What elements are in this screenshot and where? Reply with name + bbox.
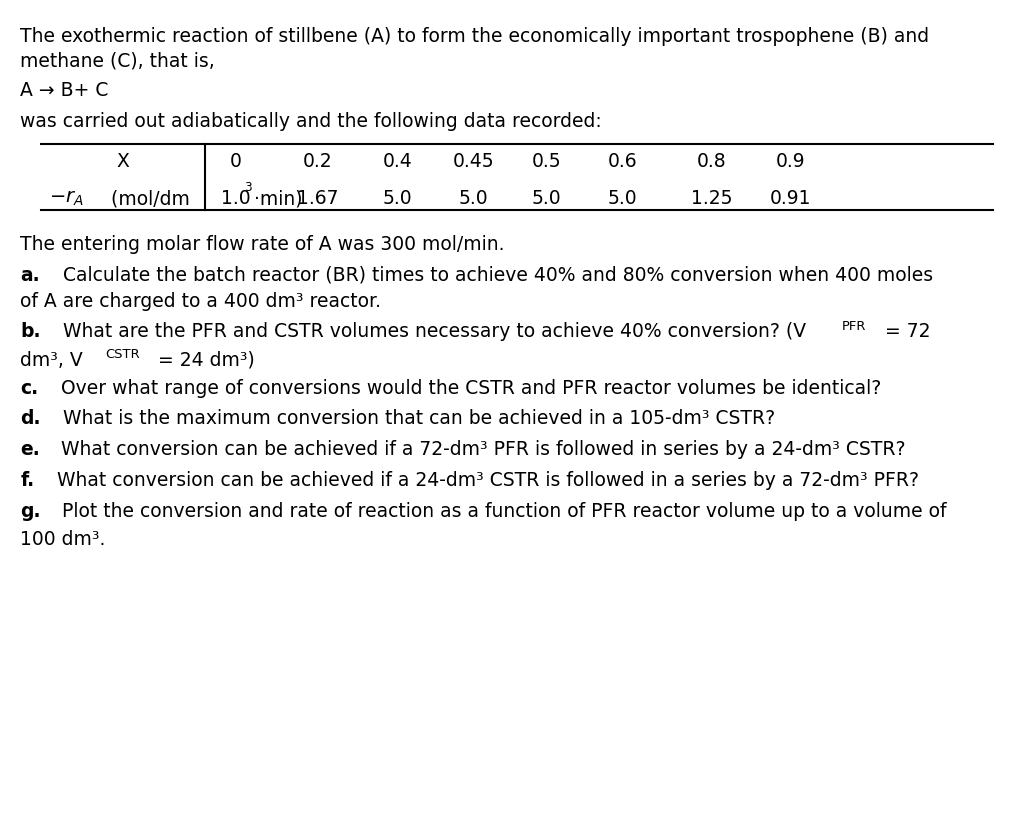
Text: 0.9: 0.9 — [776, 153, 805, 171]
Text: 3: 3 — [244, 181, 252, 195]
Text: (mol/dm: (mol/dm — [105, 190, 190, 208]
Text: 5.0: 5.0 — [532, 190, 561, 208]
Text: b.: b. — [20, 322, 41, 342]
Text: 0.4: 0.4 — [382, 153, 413, 171]
Text: 0.2: 0.2 — [303, 153, 332, 171]
Text: Calculate the batch reactor (BR) times to achieve 40% and 80% conversion when 40: Calculate the batch reactor (BR) times t… — [57, 266, 934, 285]
Text: A → B+ C: A → B+ C — [20, 81, 109, 100]
Text: 5.0: 5.0 — [383, 190, 412, 208]
Text: What are the PFR and CSTR volumes necessary to achieve 40% conversion? (V: What are the PFR and CSTR volumes necess… — [57, 322, 807, 342]
Text: methane (C), that is,: methane (C), that is, — [20, 52, 215, 71]
Text: 0.5: 0.5 — [532, 153, 561, 171]
Text: Plot the conversion and rate of reaction as a function of PFR reactor volume up : Plot the conversion and rate of reaction… — [56, 502, 947, 521]
Text: CSTR: CSTR — [105, 348, 140, 362]
Text: = 72: = 72 — [879, 322, 930, 342]
Text: Over what range of conversions would the CSTR and PFR reactor volumes be identic: Over what range of conversions would the… — [55, 379, 882, 398]
Text: 5.0: 5.0 — [459, 190, 487, 208]
Text: dm³, V: dm³, V — [20, 351, 83, 370]
Text: 0.6: 0.6 — [608, 153, 637, 171]
Text: The exothermic reaction of stillbene (A) to form the economically important tros: The exothermic reaction of stillbene (A)… — [20, 27, 930, 46]
Text: 1.0: 1.0 — [221, 190, 250, 208]
Text: c.: c. — [20, 379, 39, 398]
Text: 0.91: 0.91 — [770, 190, 811, 208]
Text: g.: g. — [20, 502, 41, 521]
Text: e.: e. — [20, 440, 40, 459]
Text: = 24 dm³): = 24 dm³) — [152, 351, 254, 370]
Text: was carried out adiabatically and the following data recorded:: was carried out adiabatically and the fo… — [20, 112, 602, 131]
Text: The entering molar flow rate of A was 300 mol/min.: The entering molar flow rate of A was 30… — [20, 235, 505, 255]
Text: 0.8: 0.8 — [697, 153, 726, 171]
Text: 100 dm³.: 100 dm³. — [20, 530, 105, 549]
Text: 0: 0 — [229, 153, 242, 171]
Text: a.: a. — [20, 266, 40, 285]
Text: What conversion can be achieved if a 24-dm³ CSTR is followed in a series by a 72: What conversion can be achieved if a 24-… — [51, 471, 920, 490]
Text: 5.0: 5.0 — [608, 190, 637, 208]
Text: What is the maximum conversion that can be achieved in a 105-dm³ CSTR?: What is the maximum conversion that can … — [57, 409, 775, 428]
Text: d.: d. — [20, 409, 41, 428]
Text: 0.45: 0.45 — [453, 153, 494, 171]
Text: ·min): ·min) — [254, 190, 302, 208]
Text: f.: f. — [20, 471, 35, 490]
Text: 1.67: 1.67 — [297, 190, 338, 208]
Text: PFR: PFR — [842, 320, 866, 333]
Text: X: X — [117, 153, 129, 171]
Text: $-r_A$: $-r_A$ — [49, 190, 84, 208]
Text: What conversion can be achieved if a 72-dm³ PFR is followed in series by a 24-dm: What conversion can be achieved if a 72-… — [55, 440, 906, 459]
Text: 1.25: 1.25 — [691, 190, 732, 208]
Text: of A are charged to a 400 dm³ reactor.: of A are charged to a 400 dm³ reactor. — [20, 292, 382, 311]
